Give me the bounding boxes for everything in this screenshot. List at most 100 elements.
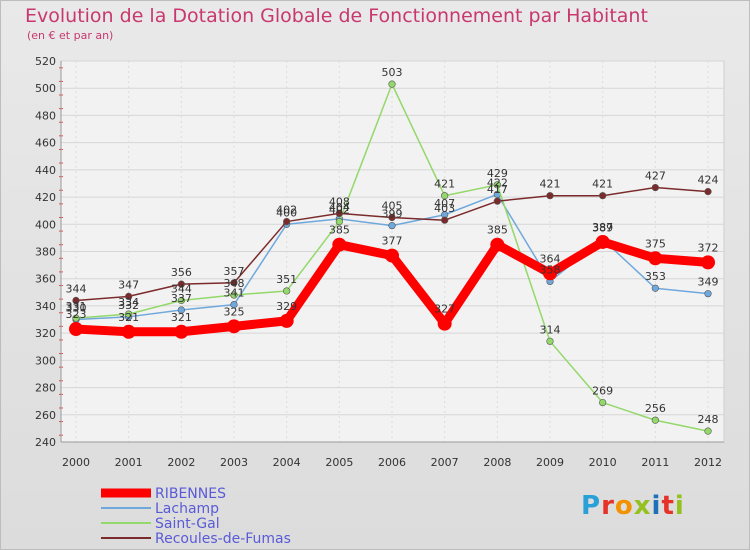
data-label-lachamp: 337: [171, 292, 192, 305]
data-point-saint-gal: [177, 296, 185, 305]
data-point-ribennes: [701, 255, 715, 270]
data-label-saint-gal: 269: [592, 385, 613, 398]
logo-letter: x: [633, 491, 652, 521]
data-label-lachamp: 407: [434, 197, 455, 210]
data-point-recoules-de-fumas: [388, 213, 396, 222]
y-tick-label: 340: [35, 300, 56, 313]
x-tick-label: 2003: [220, 456, 248, 469]
data-point-saint-gal: [546, 337, 554, 345]
data-point-lachamp: [388, 222, 396, 230]
data-point-saint-gal: [493, 181, 501, 189]
data-label-ribennes: 372: [698, 241, 719, 254]
data-point-lachamp: [704, 290, 712, 298]
data-point-ribennes: [385, 248, 399, 263]
data-point-ribennes: [227, 319, 241, 334]
data-point-recoules-de-fumas: [283, 217, 291, 226]
data-label-ribennes: 325: [224, 305, 245, 318]
data-point-ribennes: [543, 266, 557, 281]
data-label-recoules-de-fumas: 402: [276, 204, 297, 217]
data-point-recoules-de-fumas: [599, 192, 607, 200]
data-point-saint-gal: [283, 287, 291, 295]
data-label-recoules-de-fumas: 408: [329, 195, 350, 208]
data-label-lachamp: 358: [540, 263, 561, 276]
x-tick-label: 2000: [62, 456, 90, 469]
y-tick-label: 400: [35, 218, 56, 231]
data-label-ribennes: 377: [382, 235, 403, 248]
x-tick-label: 2005: [325, 456, 353, 469]
logo-letter: r: [601, 491, 615, 521]
data-label-lachamp: 422: [487, 176, 508, 189]
x-tick-label: 2009: [536, 456, 564, 469]
data-point-saint-gal: [230, 291, 238, 299]
x-tick-label: 2010: [589, 456, 617, 469]
data-point-lachamp: [651, 284, 659, 292]
logo-letter: P: [581, 491, 602, 521]
data-point-saint-gal: [72, 314, 80, 322]
y-tick-label: 360: [35, 273, 56, 286]
logo-letter: o: [614, 491, 634, 521]
data-point-saint-gal: [125, 310, 133, 318]
y-tick-label: 500: [35, 82, 56, 95]
data-point-saint-gal: [704, 427, 712, 435]
data-label-ribennes: 387: [592, 221, 613, 234]
y-tick-label: 520: [35, 55, 56, 68]
data-label-ribennes: 329: [276, 300, 297, 313]
series-layer: [69, 80, 715, 435]
data-label-ribennes: 375: [645, 237, 666, 250]
data-label-recoules-de-fumas: 421: [540, 178, 561, 191]
data-label-saint-gal: 334: [118, 296, 139, 309]
y-tick-label: 420: [35, 191, 56, 204]
data-point-recoules-de-fumas: [230, 279, 238, 287]
data-label-saint-gal: 248: [698, 413, 719, 426]
data-label-ribennes: 321: [118, 311, 139, 324]
y-tick-label: 260: [35, 409, 56, 422]
data-point-ribennes: [121, 324, 136, 339]
data-label-saint-gal: 331: [66, 300, 87, 313]
logo-letter: i: [651, 491, 662, 521]
data-label-saint-gal: 314: [540, 323, 561, 336]
data-label-saint-gal: 503: [382, 66, 403, 79]
data-point-recoules-de-fumas: [335, 209, 343, 217]
data-point-ribennes: [595, 234, 610, 249]
x-tick-label: 2007: [431, 456, 459, 469]
legend-label-recoules-de-fumas: Recoules-de-Fumas: [155, 531, 291, 547]
data-point-recoules-de-fumas: [704, 188, 712, 196]
data-point-recoules-de-fumas: [177, 280, 185, 288]
data-point-ribennes: [437, 316, 452, 331]
data-point-recoules-de-fumas: [441, 216, 449, 224]
x-tick-label: 2006: [378, 456, 406, 469]
data-label-recoules-de-fumas: 357: [224, 265, 245, 278]
data-label-ribennes: 385: [329, 224, 350, 237]
data-label-ribennes: 323: [66, 308, 87, 321]
data-label-lachamp: 400: [276, 206, 297, 219]
data-point-saint-gal: [441, 192, 449, 200]
data-point-recoules-de-fumas: [125, 292, 133, 301]
data-label-saint-gal: 256: [645, 402, 666, 415]
data-point-ribennes: [174, 324, 189, 339]
data-label-ribennes: 327: [434, 303, 455, 316]
data-label-recoules-de-fumas: 347: [118, 278, 139, 291]
data-label-lachamp: 353: [645, 270, 666, 283]
data-point-saint-gal: [651, 416, 659, 424]
data-label-lachamp: 404: [329, 201, 350, 214]
data-point-recoules-de-fumas: [72, 296, 80, 305]
data-label-saint-gal: 344: [171, 282, 192, 295]
y-tick-label: 440: [35, 164, 56, 177]
data-point-ribennes: [332, 237, 347, 252]
proxiti-logo: Proxiti: [581, 491, 685, 521]
chart-subtitle: (en € et par an): [27, 29, 114, 42]
data-label-ribennes: 321: [171, 311, 192, 324]
data-point-ribennes: [69, 322, 83, 337]
data-labels: 330 332 337 341 400 404 399 407 422 358 389 353 349 3…: [66, 66, 719, 426]
legend-label-ribennes: RIBENNES: [155, 486, 226, 502]
data-point-ribennes: [490, 237, 505, 252]
data-label-saint-gal: 348: [224, 277, 245, 290]
y-tick-label: 320: [35, 327, 56, 340]
x-tick-label: 2002: [167, 456, 195, 469]
data-point-saint-gal: [599, 398, 607, 407]
data-label-saint-gal: 421: [434, 178, 455, 191]
y-tick-label: 380: [35, 246, 56, 259]
chart-title: Evolution de la Dotation Globale de Fonc…: [25, 5, 648, 27]
